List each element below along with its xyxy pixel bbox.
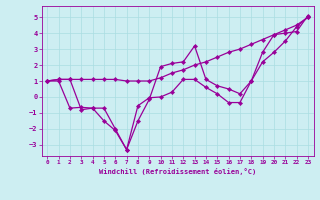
X-axis label: Windchill (Refroidissement éolien,°C): Windchill (Refroidissement éolien,°C) — [99, 168, 256, 175]
